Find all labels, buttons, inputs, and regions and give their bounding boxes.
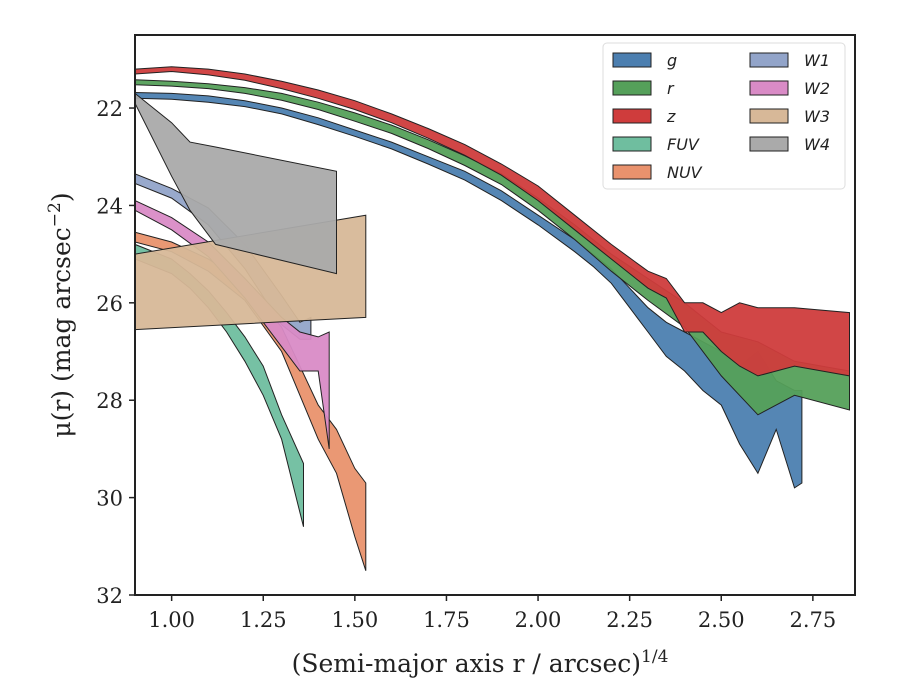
legend-label-nuv: NUV [667,163,703,182]
y-axis-label-suffix: ) [47,192,76,202]
legend-swatch-z [612,108,652,124]
legend-label-w1: W1 [804,51,830,70]
x-axis-label-text: (Semi-major axis r / arcsec) [292,649,641,678]
band-z [135,66,850,377]
legend-swatch-w2 [749,80,789,96]
legend: grz FUV NUV W1 W2 W3 W4 [602,42,846,190]
y-tick-label: 22 [96,97,123,121]
legend-swatch-g [612,52,652,68]
legend-label-w2: W2 [804,79,830,98]
y-axis-label-superscript: −2 [45,202,65,227]
y-tick-label: 32 [96,584,123,608]
legend-label-fuv: FUV [667,135,700,154]
x-tick-label: 1.50 [331,608,378,632]
legend-swatch-nuv [612,164,652,180]
y-tick-label: 26 [96,292,123,316]
x-tick-label: 1.75 [423,608,470,632]
legend-label-r: r [667,79,675,98]
x-tick-label: 1.25 [240,608,287,632]
y-axis-label-text: μ(r) (mag arcsec [47,227,76,437]
y-tick-label: 30 [96,487,123,511]
legend-box [602,42,846,190]
legend-swatch-fuv [612,136,652,152]
legend-label-z: z [666,107,676,126]
legend-swatch-r [612,80,652,96]
band-r [135,79,850,416]
x-axis-label-superscript: 1/4 [641,647,668,667]
legend-label-w4: W4 [804,135,830,154]
x-tick-label: 2.25 [606,608,653,632]
x-tick-label: 2.50 [698,608,745,632]
band-w4 [135,92,337,275]
legend-swatch-w1 [749,52,789,68]
legend-swatch-w3 [749,108,789,124]
band-g [135,91,803,489]
x-tick-label: 2.00 [515,608,562,632]
bands [135,66,850,571]
y-tick-label: 24 [96,194,123,218]
legend-label-w3: W3 [804,107,830,126]
y-axis-label: μ(r) (mag arcsec−2) [45,192,76,437]
y-tick-label: 28 [96,389,123,413]
plot-frame [134,34,856,596]
legend-label-g: g [667,51,677,70]
x-tick-label: 2.75 [789,608,836,632]
axes: 1.00 1.25 1.50 1.75 2.00 2.25 2.50 2.75 22 24 26 28… [96,97,836,632]
legend-swatch-w4 [749,136,789,152]
x-tick-label: 1.00 [148,608,195,632]
x-axis-label: (Semi-major axis r / arcsec)1/4 [292,647,669,678]
